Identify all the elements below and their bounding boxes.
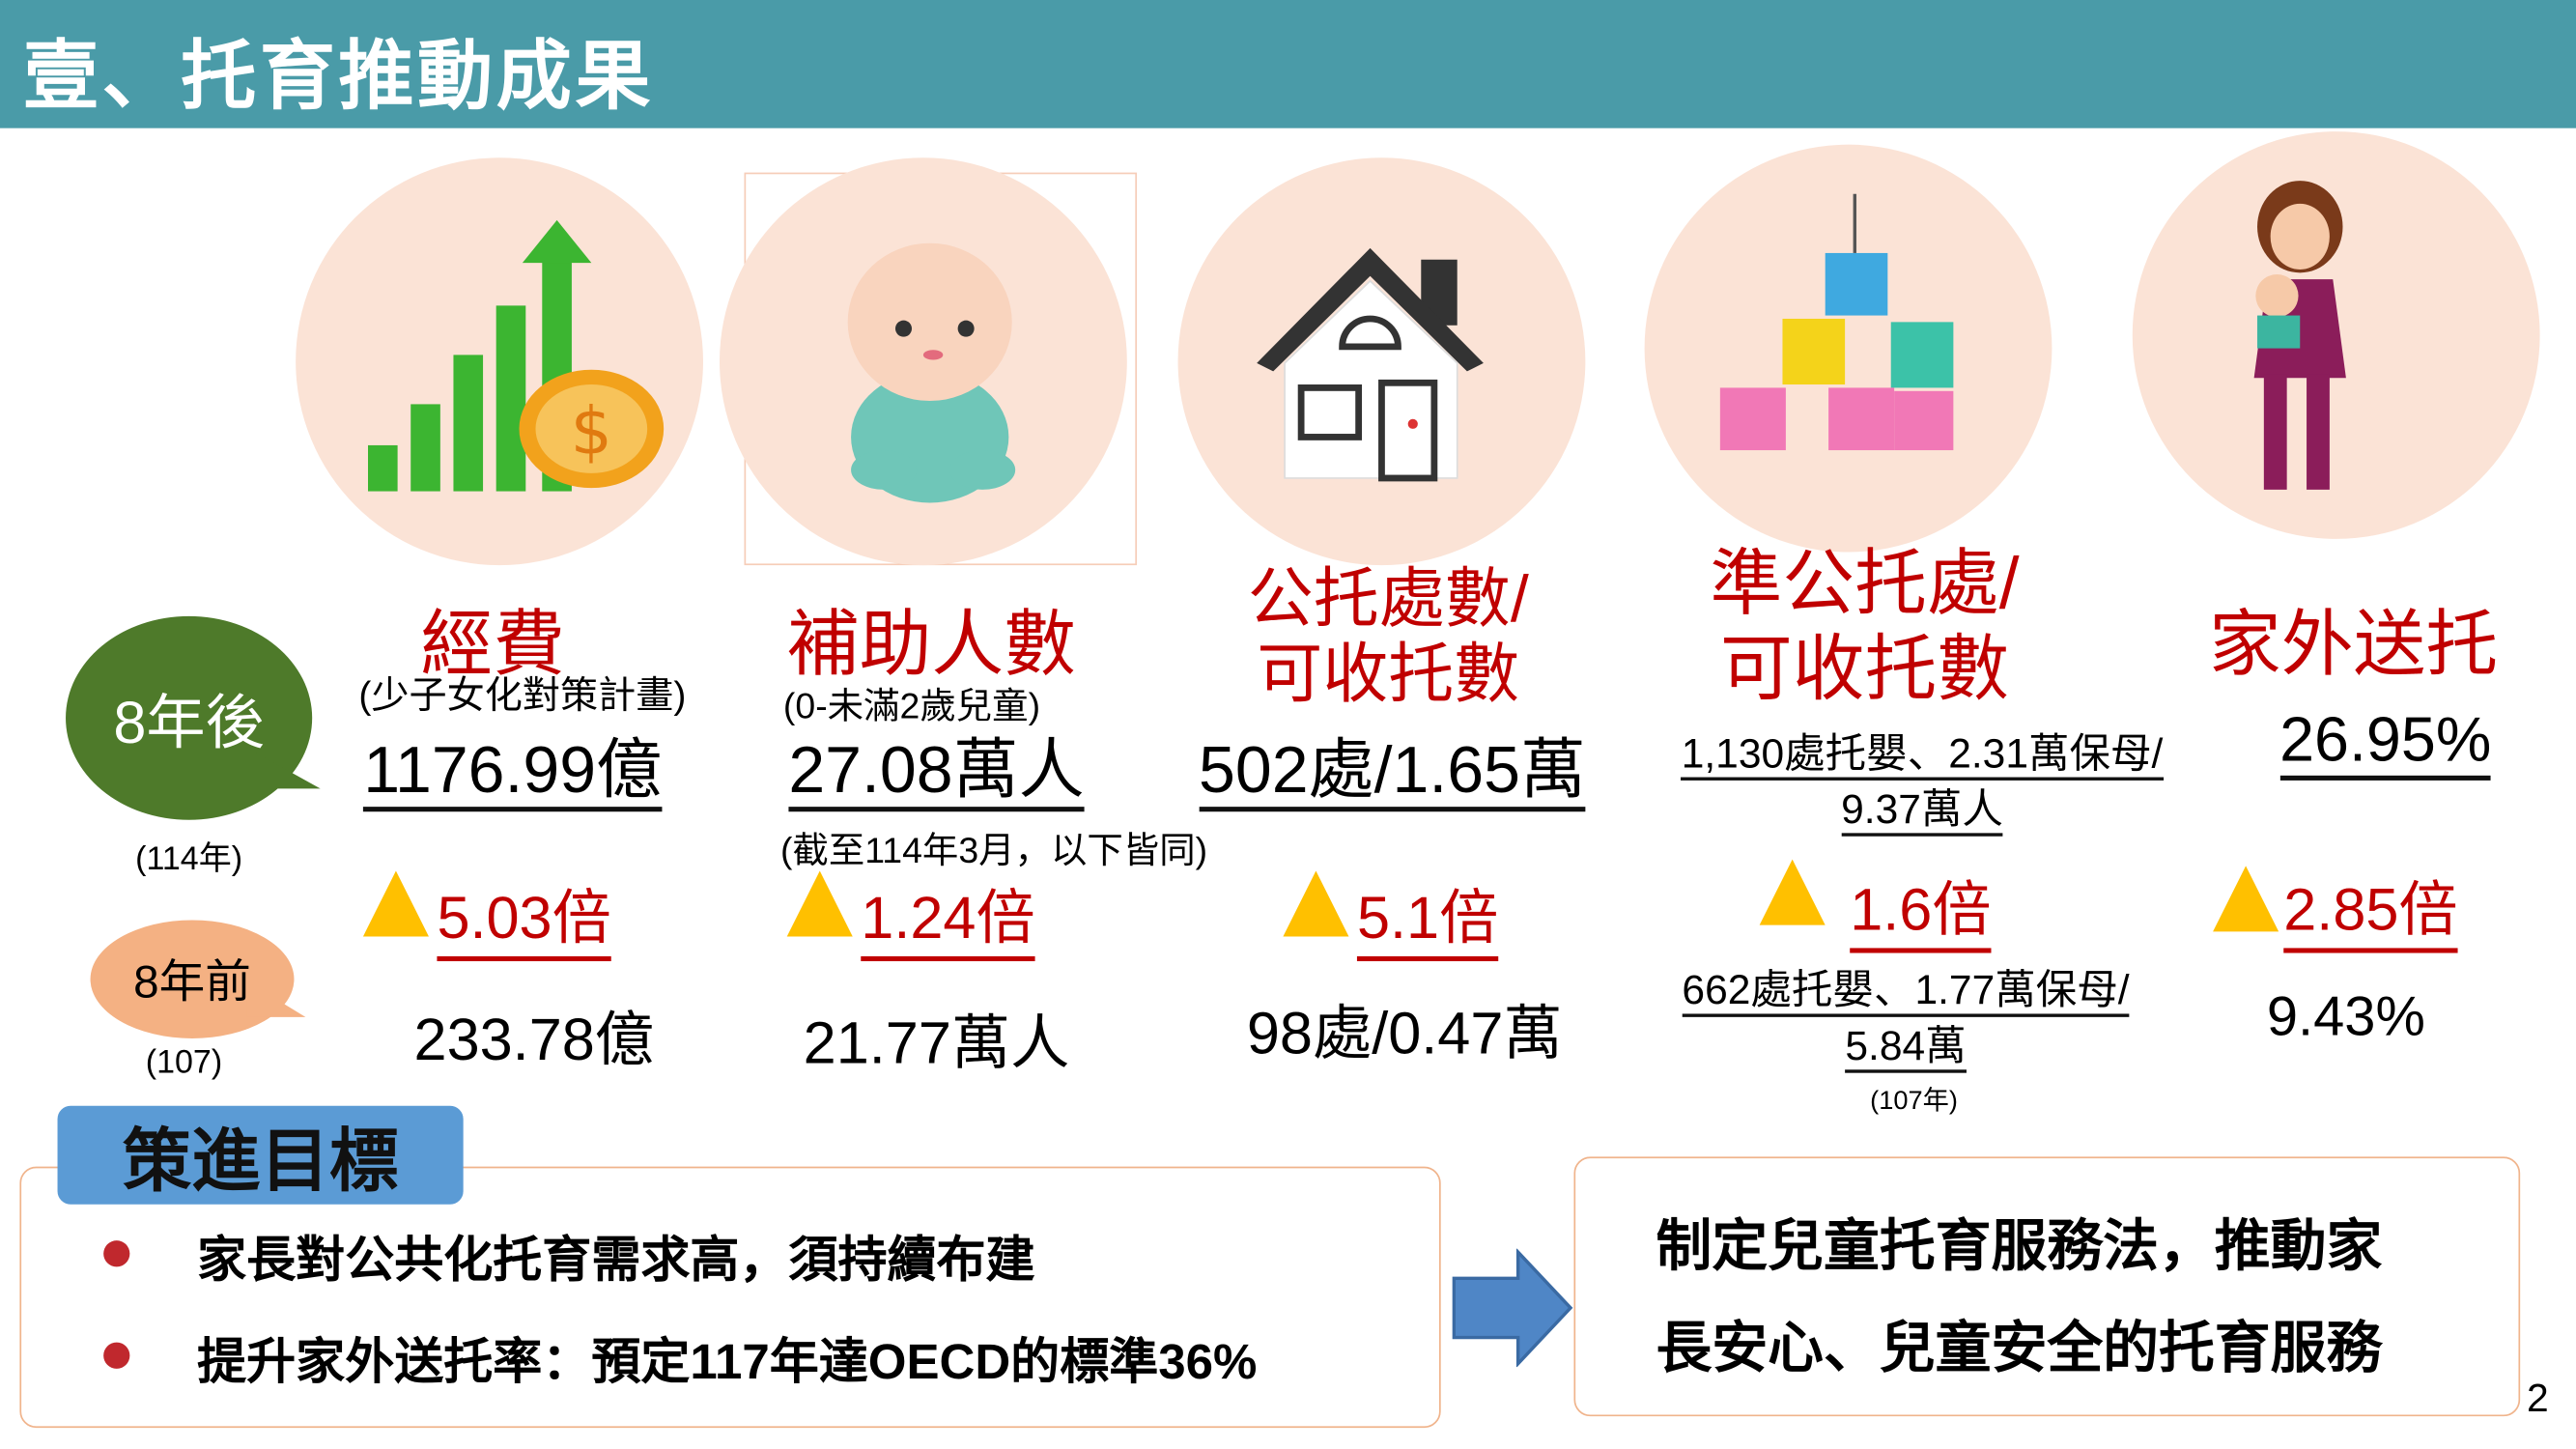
col-outhome-after: 26.95% (2279, 706, 2491, 781)
after-8-years-bubble: 8年後 (66, 615, 313, 820)
after-line: 9.37萬人 (1841, 786, 2003, 837)
funding-icon-circle: $ (296, 157, 703, 566)
col-funding-before: 233.78億 (413, 1005, 655, 1073)
col-outhome-title: 家外送托 (2208, 604, 2499, 686)
before-8-years-bubble: 8年前 (90, 920, 295, 1038)
title-line: 準公托處/ (1710, 543, 2020, 625)
bullet-icon (103, 1342, 130, 1369)
goals-tag-label: 策進目標 (122, 1121, 399, 1199)
col-public-after: 502處/1.65萬 (1199, 734, 1586, 812)
col-quasi-before-note: (107年) (1870, 1087, 1958, 1116)
col-subsidy-note: (截至114年3月，以下皆同) (779, 829, 1208, 871)
increase-triangle-icon (1283, 870, 1349, 937)
col-public-title: 公托處數/可收托數 (1216, 562, 1561, 713)
baby-icon (847, 242, 1016, 503)
bullet-icon (103, 1240, 130, 1267)
col-outhome-before: 9.43% (2266, 985, 2425, 1049)
title-line: 可收托數 (1257, 639, 1520, 712)
title-line: 公托處數/ (1247, 563, 1529, 637)
page-title: 壹、托育推動成果 (22, 33, 654, 119)
after-line: 1,130處托嬰、2.31萬保母/ (1681, 731, 2164, 781)
col-subsidy-ratio: 1.24倍 (861, 870, 1035, 962)
before-line: 662處托嬰、1.77萬保母/ (1682, 967, 2130, 1017)
increase-triangle-icon (362, 870, 429, 937)
public-care-icon-circle (1177, 157, 1586, 566)
goals-tag: 策進目標 (57, 1105, 464, 1205)
subsidy-icon-circle (719, 157, 1127, 566)
mother-child-icon (2253, 181, 2346, 490)
house-icon (1257, 247, 1484, 482)
before-line: 5.84萬 (1845, 1023, 1967, 1073)
col-funding-subtitle: (少子女化對策計畫) (358, 673, 687, 717)
bubble-tail (246, 980, 306, 1017)
col-funding-title: 經費 (420, 604, 566, 686)
after-year: (114年) (135, 840, 243, 878)
col-funding-after: 1176.99億 (363, 734, 663, 812)
col-subsidy-title: 補助人數 (786, 604, 1077, 686)
col-subsidy-subtitle: (0-未滿2歲兒童) (782, 685, 1041, 726)
title-line: 可收托數 (1719, 629, 2010, 710)
col-quasi-ratio: 1.6倍 (1850, 863, 1992, 953)
after-label: 8年後 (113, 688, 265, 756)
right-arrow-icon (1452, 1248, 1573, 1368)
conclusion-text: 制定兒童托育服務法，推動家 長安心、兒童安全的托育服務 (1656, 1196, 2383, 1400)
conclusion-line: 制定兒童托育服務法，推動家 (1656, 1215, 2383, 1279)
goal-item: 提升家外送托率：預定117年達OECD的標準36% (197, 1335, 1258, 1390)
col-outhome-ratio: 2.85倍 (2283, 863, 2458, 953)
before-label: 8年前 (133, 955, 251, 1008)
col-subsidy-before: 21.77萬人 (803, 1009, 1070, 1077)
col-public-before: 98處/0.47萬 (1246, 999, 1563, 1066)
increase-triangle-icon (1759, 859, 1826, 925)
svg-text:$: $ (571, 393, 612, 469)
conclusion-line: 長安心、兒童安全的托育服務 (1656, 1318, 2383, 1380)
page-number: 2 (2526, 1377, 2549, 1422)
quasi-public-icon-circle (1644, 144, 2052, 553)
increase-triangle-icon (2213, 866, 2279, 932)
puzzle-team-icon (1719, 193, 1954, 451)
goals-box (19, 1166, 1441, 1429)
col-subsidy-after: 27.08萬人 (788, 734, 1085, 812)
col-quasi-after: 1,130處托嬰、2.31萬保母/ 9.37萬人 (1634, 726, 2209, 838)
goal-item: 家長對公共化托育需求高，須持續布建 (197, 1234, 1035, 1289)
growth-chart-coin-icon: $ (368, 219, 665, 492)
before-year: (107) (145, 1044, 223, 1082)
bubble-tail (246, 747, 321, 789)
col-quasi-title: 準公托處/可收托數 (1676, 542, 2053, 713)
out-of-home-icon-circle (2132, 131, 2540, 539)
col-public-ratio: 5.1倍 (1356, 870, 1499, 962)
header-bar: 壹、托育推動成果 (0, 0, 2576, 128)
col-funding-ratio: 5.03倍 (437, 870, 611, 962)
increase-triangle-icon (786, 870, 853, 937)
conclusion-box (1573, 1156, 2521, 1417)
col-quasi-before: 662處托嬰、1.77萬保母/ 5.84萬 (1618, 963, 2193, 1075)
